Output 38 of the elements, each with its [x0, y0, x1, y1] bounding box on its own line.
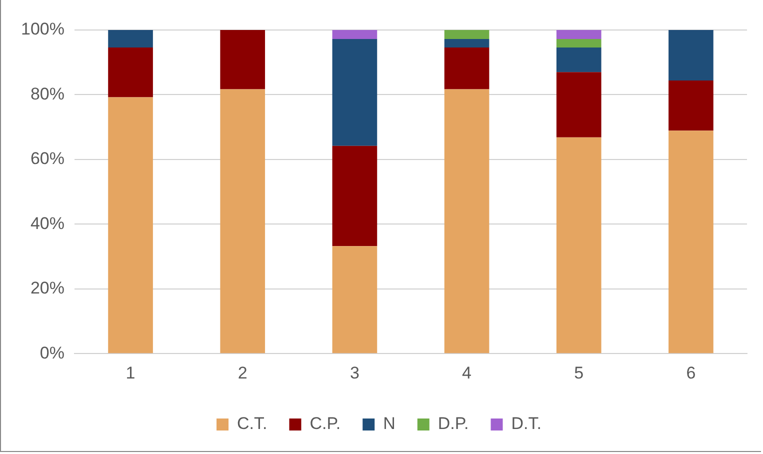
bar [556, 30, 602, 40]
y-tick-label: 60% [30, 149, 64, 168]
bar [444, 30, 490, 40]
y-tick-label: 0% [40, 343, 64, 362]
legend-label: N [383, 414, 396, 434]
bar [108, 97, 153, 354]
bar [668, 30, 714, 80]
bar [444, 39, 490, 48]
x-tick-label: 6 [686, 363, 696, 382]
x-tick-label: 2 [238, 363, 248, 382]
bar [220, 30, 266, 90]
x-tick-label: 5 [574, 363, 584, 382]
legend-label: C.P. [310, 414, 341, 434]
bar [444, 89, 490, 354]
bar [332, 146, 378, 246]
y-tick-label: 20% [30, 278, 64, 298]
x-tick-label: 4 [462, 363, 472, 382]
bar [668, 80, 714, 131]
bar [556, 39, 602, 48]
bar [556, 72, 602, 138]
legend-label: D.T. [511, 414, 542, 434]
bar [556, 137, 602, 354]
bar [220, 89, 266, 354]
bar [444, 47, 490, 90]
legend-label: C.T. [237, 414, 268, 434]
y-tick-label: 80% [30, 84, 64, 104]
bar [332, 246, 378, 354]
bar [108, 47, 153, 98]
legend-label: D.P. [438, 414, 469, 434]
bar [332, 39, 378, 146]
bar [556, 47, 602, 72]
x-tick-label: 3 [350, 363, 360, 382]
bar [108, 30, 153, 48]
y-tick-label: 100% [20, 20, 64, 39]
x-tick-label: 1 [126, 363, 136, 382]
y-tick-label: 40% [30, 214, 64, 233]
bar [668, 130, 714, 354]
bar [332, 30, 378, 40]
